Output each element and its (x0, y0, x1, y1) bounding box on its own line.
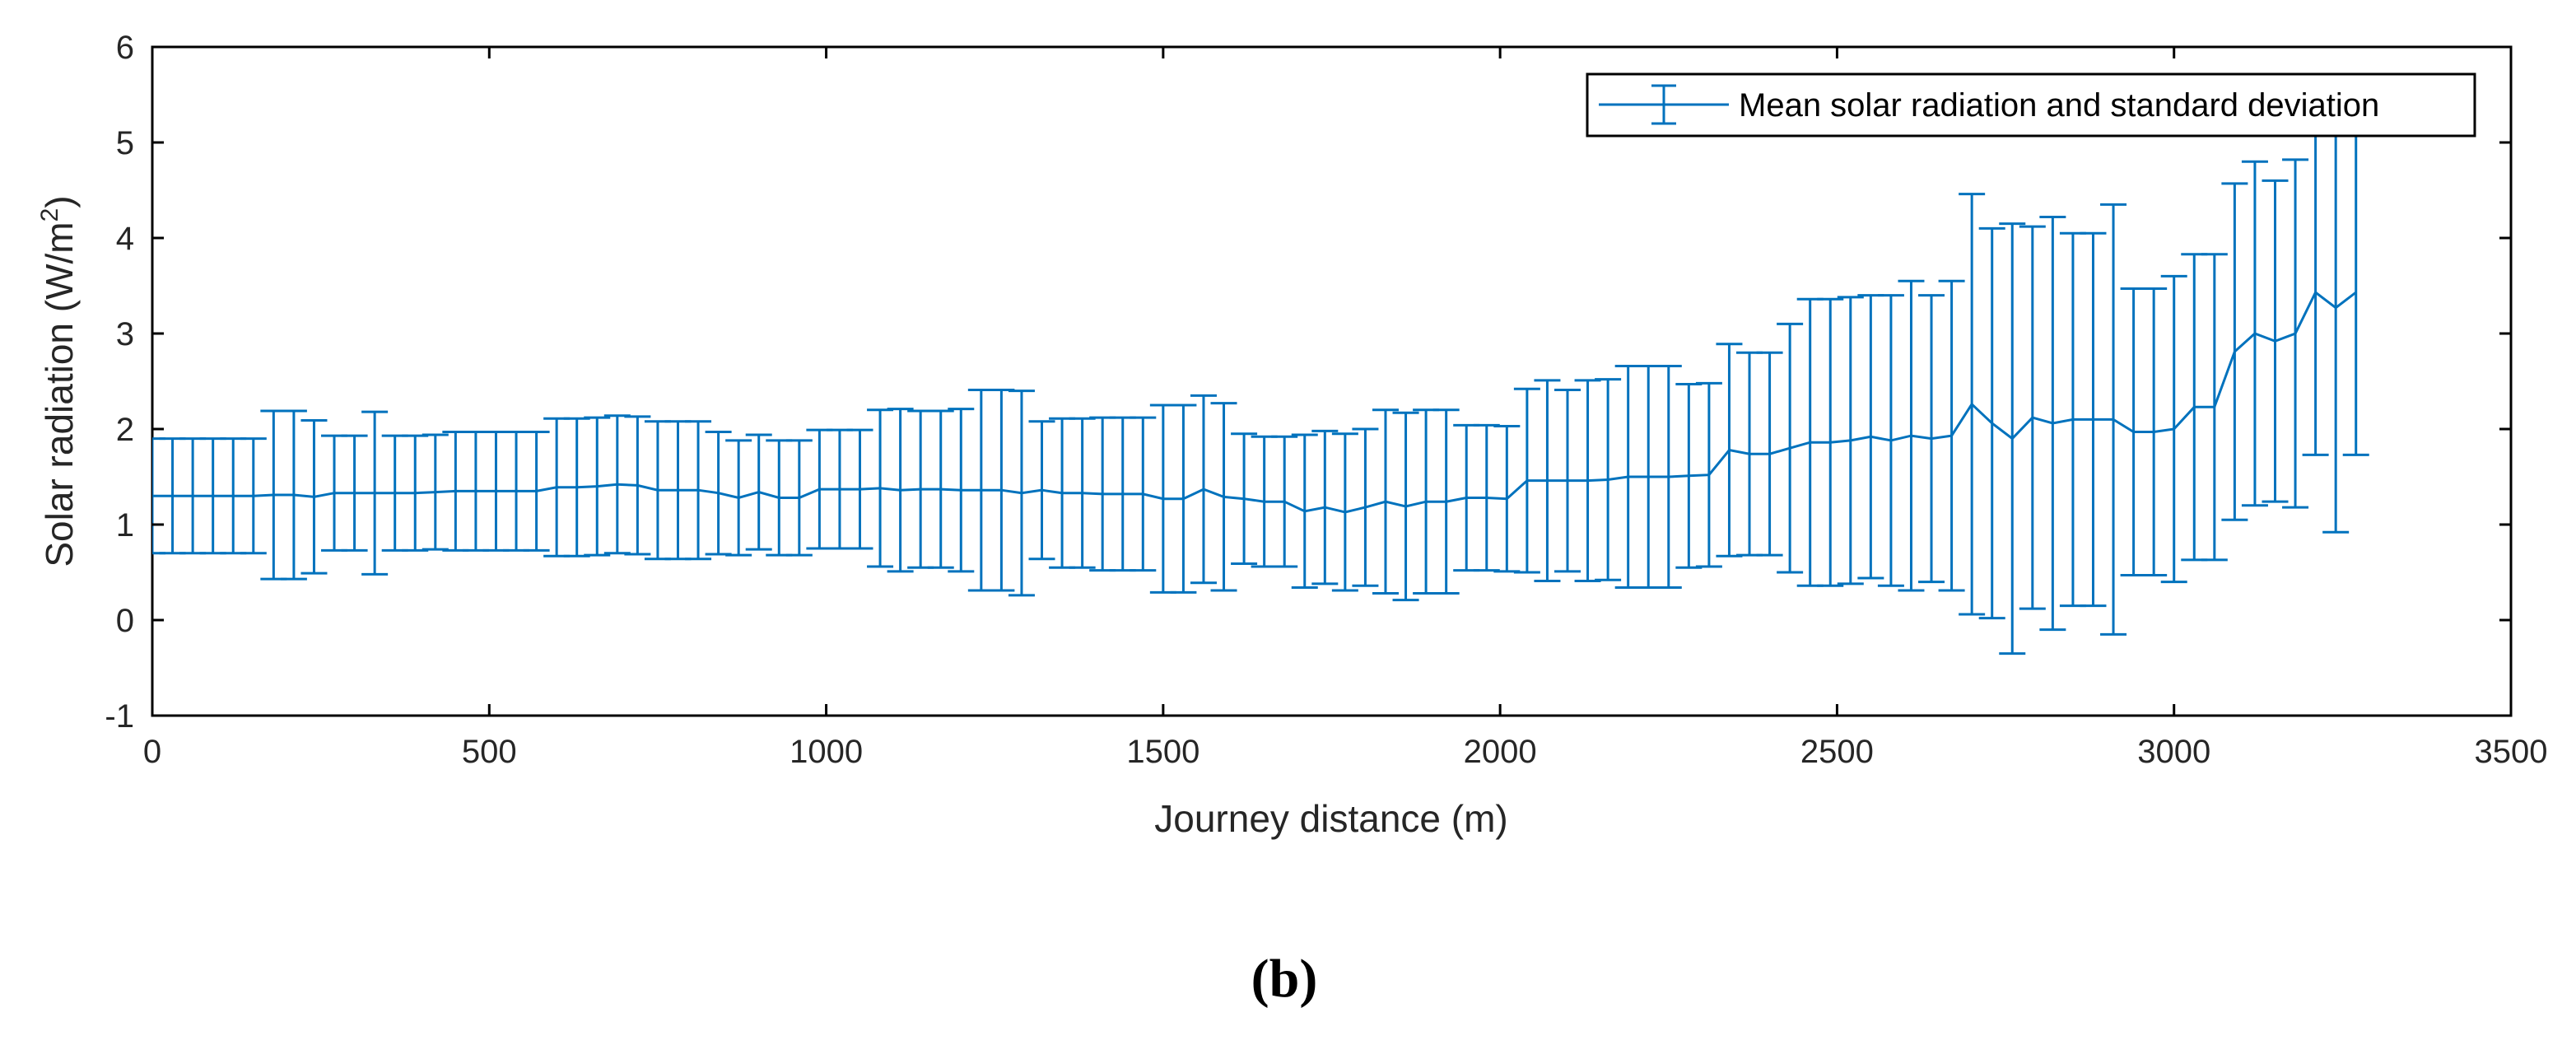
y-axis-title-superscript: 2 (36, 208, 63, 222)
series-line (152, 290, 2357, 514)
y-tick-label: 3 (116, 316, 134, 352)
series-line-group (152, 290, 2357, 514)
x-tick-label: 2500 (1800, 734, 1874, 770)
x-tick-label: 500 (462, 734, 517, 770)
y-tick-label: 5 (116, 125, 134, 161)
y-tick-label: 1 (116, 507, 134, 543)
y-axis: -1 0 1 2 3 4 5 6 (105, 30, 2511, 735)
legend-entry-label: Mean solar radiation and standard deviat… (1739, 87, 2379, 124)
x-tick-label: 3500 (2475, 734, 2548, 770)
x-axis: 0 500 1000 1500 2000 2500 3000 3500 (143, 47, 2548, 770)
x-tick-label: 0 (143, 734, 161, 770)
legend: Mean solar radiation and standard deviat… (1586, 72, 2476, 138)
y-axis-title-main: Solar radiation (W/m (38, 222, 81, 567)
x-axis-title: Journey distance (m) (1154, 797, 1508, 840)
y-tick-label: 6 (116, 30, 134, 66)
x-tick-label: 2000 (1464, 734, 1537, 770)
legend-box (1586, 72, 2476, 138)
y-tick-label: 4 (116, 221, 134, 257)
y-axis-title: Solar radiation (W/m2) (36, 195, 81, 567)
figure-caption: (b) (1251, 949, 1318, 1009)
x-tick-label: 1500 (1126, 734, 1199, 770)
y-tick-label: -1 (105, 698, 134, 735)
y-tick-label: 2 (116, 412, 134, 448)
plot-area (151, 45, 2513, 717)
legend-errorbar-icon (1599, 84, 1729, 125)
y-tick-label: 0 (116, 603, 134, 639)
y-axis-title-close: ) (38, 195, 81, 208)
x-tick-label: 1000 (790, 734, 863, 770)
x-tick-label: 3000 (2137, 734, 2210, 770)
